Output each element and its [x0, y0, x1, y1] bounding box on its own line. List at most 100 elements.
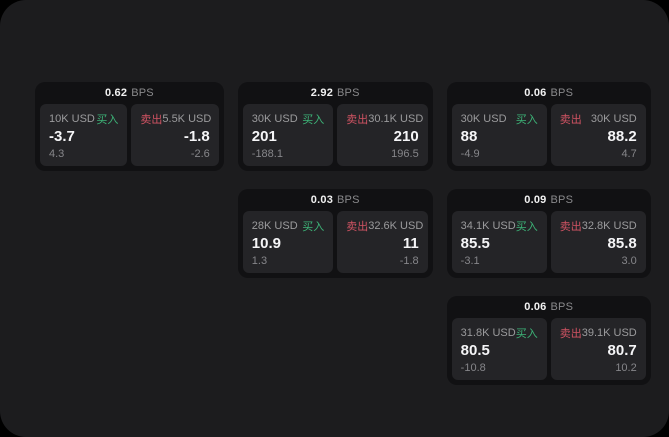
buy-size: 30K USD	[460, 113, 507, 125]
sell-price: 210	[393, 128, 419, 146]
bps-unit-label: BPS	[337, 87, 360, 99]
bps-unit-label: BPS	[550, 87, 574, 99]
sell-top-row: 卖出 32.6K USD	[346, 218, 423, 234]
bps-unit-label: BPS	[550, 301, 574, 313]
buy-delta: -4.9	[460, 148, 480, 160]
buy-price: 201	[251, 128, 277, 146]
sell-delta: 4.7	[621, 148, 637, 160]
sell-side-panel[interactable]: 卖出 5.5K USD -1.8 -2.6	[131, 104, 219, 166]
sell-price: 85.8	[607, 235, 637, 253]
quote-card: 2.92 BPS 30K USD 买入 201 -188.1 卖出 30.1K …	[237, 82, 433, 171]
bps-value: 0.03	[310, 194, 334, 206]
quote-card: 0.09 BPS 34.1K USD 买入 85.5 -3.1 卖出 32.8K…	[446, 189, 651, 278]
sell-label: 卖出	[346, 221, 369, 233]
sell-delta: -2.6	[190, 148, 210, 160]
sell-delta: -1.8	[399, 255, 419, 267]
sell-label: 卖出	[140, 114, 163, 126]
bps-value: 0.09	[524, 194, 547, 206]
sell-size: 30.1K USD	[368, 113, 424, 125]
buy-top-row: 10K USD 买入	[49, 111, 118, 127]
card-header: 0.06 BPS	[447, 82, 651, 104]
buy-label: 买入	[302, 114, 325, 126]
buy-price: 10.9	[251, 235, 281, 253]
sell-label: 卖出	[559, 114, 582, 126]
card-panels: 34.1K USD 买入 85.5 -3.1 卖出 32.8K USD 85.8…	[447, 211, 651, 278]
sell-price: 88.2	[607, 128, 637, 146]
buy-delta: 4.3	[49, 148, 65, 160]
card-header: 0.62 BPS	[35, 82, 224, 104]
sell-price: 11	[402, 235, 419, 253]
buy-side-panel[interactable]: 34.1K USD 买入 85.5 -3.1	[451, 211, 547, 273]
sell-label: 卖出	[559, 328, 582, 340]
buy-label: 买入	[515, 221, 538, 233]
buy-price: 80.5	[460, 342, 490, 360]
card-panels: 10K USD 买入 -3.7 4.3 卖出 5.5K USD -1.8 -2.…	[35, 104, 224, 171]
quote-card: 0.06 BPS 31.8K USD 买入 80.5 -10.8 卖出 39.1…	[446, 296, 651, 385]
card-header: 0.09 BPS	[447, 189, 651, 211]
buy-delta: -10.8	[460, 362, 486, 374]
bps-unit-label: BPS	[550, 194, 574, 206]
buy-label: 买入	[515, 328, 538, 340]
sell-delta: 196.5	[391, 148, 419, 160]
card-panels: 31.8K USD 买入 80.5 -10.8 卖出 39.1K USD 80.…	[447, 318, 651, 385]
sell-side-panel[interactable]: 卖出 32.8K USD 85.8 3.0	[550, 211, 646, 273]
sell-price: -1.8	[183, 128, 210, 146]
buy-delta: -188.1	[251, 148, 283, 160]
bps-value: 0.06	[524, 301, 547, 313]
sell-label: 卖出	[346, 114, 369, 126]
sell-side-panel[interactable]: 卖出 39.1K USD 80.7 10.2	[550, 318, 646, 380]
buy-delta: -3.1	[460, 255, 480, 267]
sell-side-panel[interactable]: 卖出 32.6K USD 11 -1.8	[337, 211, 428, 273]
buy-size: 28K USD	[251, 220, 298, 232]
card-panels: 30K USD 买入 88 -4.9 卖出 30K USD 88.2 4.7	[447, 104, 651, 171]
bps-unit-label: BPS	[337, 194, 360, 206]
sell-delta: 3.0	[621, 255, 637, 267]
buy-size: 34.1K USD	[460, 220, 516, 232]
card-header: 2.92 BPS	[238, 82, 433, 104]
card-header: 0.06 BPS	[447, 296, 651, 318]
sell-size: 39.1K USD	[581, 327, 637, 339]
buy-top-row: 31.8K USD 买入	[461, 325, 538, 341]
card-panels: 30K USD 买入 201 -188.1 卖出 30.1K USD 210 1…	[238, 104, 433, 171]
bps-value: 0.62	[104, 87, 128, 99]
sell-top-row: 卖出 39.1K USD	[560, 325, 637, 341]
buy-price: 85.5	[460, 235, 490, 253]
sell-top-row: 卖出 30.1K USD	[346, 111, 423, 127]
buy-size: 30K USD	[251, 113, 298, 125]
sell-label: 卖出	[559, 221, 582, 233]
buy-label: 买入	[96, 114, 119, 126]
sell-top-row: 卖出 32.8K USD	[560, 218, 637, 234]
buy-price: 88	[460, 128, 478, 146]
sell-size: 5.5K USD	[162, 113, 212, 125]
sell-side-panel[interactable]: 卖出 30K USD 88.2 4.7	[550, 104, 646, 166]
quote-card: 0.06 BPS 30K USD 买入 88 -4.9 卖出 30K USD 8…	[446, 82, 651, 171]
buy-top-row: 28K USD 买入	[252, 218, 324, 234]
buy-side-panel[interactable]: 10K USD 买入 -3.7 4.3	[40, 104, 128, 166]
quote-card: 0.62 BPS 10K USD 买入 -3.7 4.3 卖出 5.5K USD…	[35, 82, 224, 171]
buy-size: 10K USD	[49, 113, 95, 125]
buy-top-row: 34.1K USD 买入	[461, 218, 538, 234]
bps-value: 0.06	[524, 87, 547, 99]
buy-top-row: 30K USD 买入	[461, 111, 538, 127]
sell-price: 80.7	[607, 342, 637, 360]
sell-top-row: 卖出 5.5K USD	[140, 111, 212, 127]
buy-side-panel[interactable]: 31.8K USD 买入 80.5 -10.8	[451, 318, 547, 380]
sell-size: 32.6K USD	[368, 220, 424, 232]
sell-size: 32.8K USD	[581, 220, 637, 232]
quote-card: 0.03 BPS 28K USD 买入 10.9 1.3 卖出 32.6K US…	[237, 189, 433, 278]
buy-label: 买入	[515, 114, 538, 126]
sell-size: 30K USD	[590, 113, 637, 125]
buy-side-panel[interactable]: 28K USD 买入 10.9 1.3	[242, 211, 334, 273]
buy-size: 31.8K USD	[460, 327, 516, 339]
sell-top-row: 卖出 30K USD	[560, 111, 637, 127]
sell-side-panel[interactable]: 卖出 30.1K USD 210 196.5	[337, 104, 428, 166]
cards-grid: 0.62 BPS 10K USD 买入 -3.7 4.3 卖出 5.5K USD…	[35, 82, 651, 385]
buy-delta: 1.3	[251, 255, 268, 267]
buy-side-panel[interactable]: 30K USD 买入 88 -4.9	[451, 104, 547, 166]
card-header: 0.03 BPS	[238, 189, 433, 211]
buy-side-panel[interactable]: 30K USD 买入 201 -188.1	[242, 104, 334, 166]
buy-label: 买入	[302, 221, 325, 233]
card-panels: 28K USD 买入 10.9 1.3 卖出 32.6K USD 11 -1.8	[238, 211, 433, 278]
buy-price: -3.7	[49, 128, 75, 146]
